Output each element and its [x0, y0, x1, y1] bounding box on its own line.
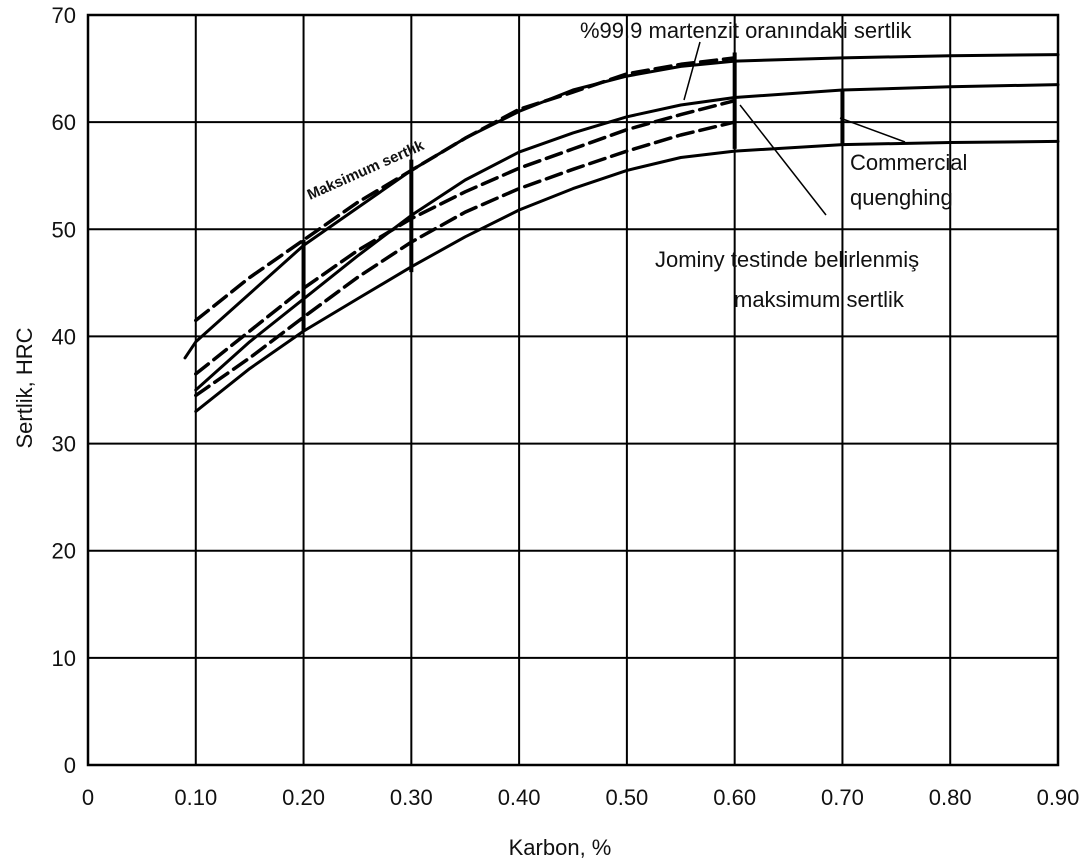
- annotation-quenching: quenghing: [850, 185, 953, 210]
- series-line-2: [194, 56, 737, 323]
- annotation-leader-lines: [683, 41, 906, 216]
- x-tick-label: 0.90: [1037, 785, 1080, 810]
- y-tick-label: 30: [52, 432, 76, 457]
- x-tick-label: 0.60: [713, 785, 756, 810]
- plot-frame: [86, 13, 1060, 767]
- chart-series-layer: [183, 52, 1060, 413]
- y-tick-label: 20: [52, 539, 76, 564]
- series-line-4: [194, 98, 737, 376]
- annotation-commercial: Commercial: [850, 150, 967, 175]
- x-tick-label: 0.40: [498, 785, 541, 810]
- series-line-5: [194, 120, 737, 398]
- y-tick-label: 50: [52, 217, 76, 242]
- x-tick-label: 0.80: [929, 785, 972, 810]
- x-tick-label: 0.10: [174, 785, 217, 810]
- y-tick-label: 70: [52, 3, 76, 28]
- annotation-martensite-hardness: %99.9 martenzit oranındaki sertlik: [580, 18, 912, 43]
- series-line-1: [183, 53, 1060, 360]
- chart-grid: [86, 13, 1060, 767]
- y-axis-ticks: 0 10 20 30 40 50 60 70: [52, 3, 76, 778]
- y-tick-label: 40: [52, 324, 76, 349]
- x-tick-label: 0: [82, 785, 94, 810]
- y-tick-label: 0: [64, 753, 76, 778]
- y-axis-title: Sertlik, HRC: [12, 327, 37, 448]
- x-tick-label: 0.70: [821, 785, 864, 810]
- y-tick-label: 60: [52, 110, 76, 135]
- y-tick-label: 10: [52, 646, 76, 671]
- annotation-leader-line: [839, 117, 906, 143]
- x-tick-label: 0.20: [282, 785, 325, 810]
- x-tick-label: 0.30: [390, 785, 433, 810]
- series-line-6: [194, 139, 1060, 413]
- x-tick-label: 0.50: [605, 785, 648, 810]
- annotation-jominy-line2: maksimum sertlik: [734, 287, 905, 312]
- x-axis-title: Karbon, %: [509, 835, 612, 860]
- series-line-3: [194, 83, 1060, 392]
- annotation-jominy-line1: Jominy testinde belirlenmiş: [655, 247, 919, 272]
- x-axis-ticks: 0 0.10 0.20 0.30 0.40 0.50 0.60 0.70 0.80 0.90: [82, 785, 1080, 810]
- annotation-leader-line: [739, 104, 827, 216]
- annotation-leader-line: [683, 41, 701, 101]
